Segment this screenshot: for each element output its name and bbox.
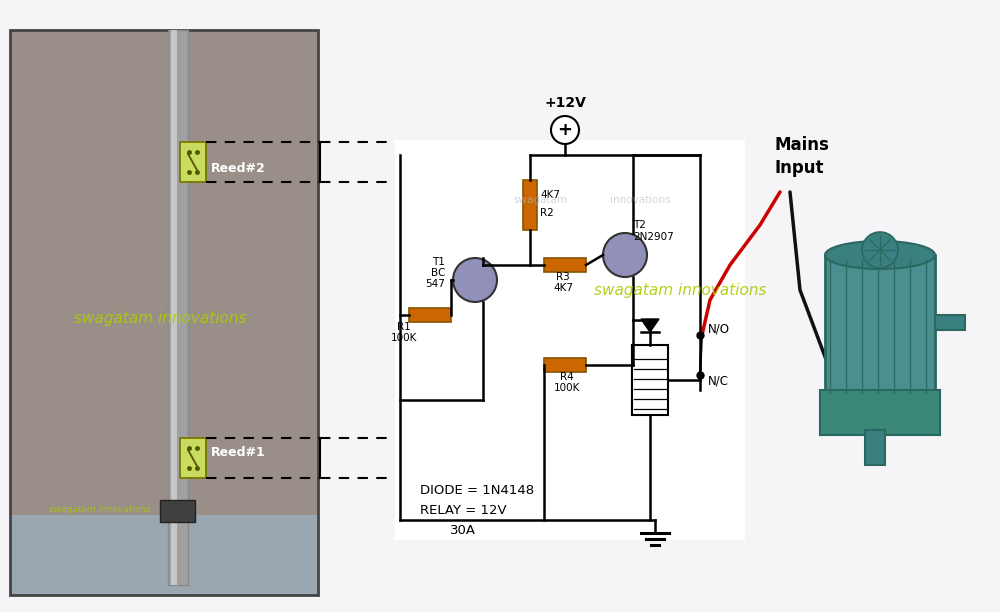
Text: Reed#1: Reed#1 bbox=[211, 446, 266, 458]
Bar bbox=[10, 30, 318, 595]
Text: +12V: +12V bbox=[544, 96, 586, 110]
Bar bbox=[632, 345, 668, 415]
Bar bbox=[544, 358, 586, 372]
Text: BC: BC bbox=[431, 268, 445, 278]
Text: 2N2907: 2N2907 bbox=[633, 232, 674, 242]
Text: N/C: N/C bbox=[708, 375, 729, 387]
Bar bbox=[168, 30, 188, 585]
Circle shape bbox=[862, 232, 898, 268]
Text: N/O: N/O bbox=[708, 323, 730, 335]
Text: innovations: innovations bbox=[610, 195, 670, 205]
Bar bbox=[409, 308, 451, 322]
Text: Mains: Mains bbox=[775, 136, 830, 154]
Text: 30A: 30A bbox=[450, 523, 476, 537]
Circle shape bbox=[551, 116, 579, 144]
Bar bbox=[10, 30, 318, 595]
Text: R3: R3 bbox=[556, 272, 570, 282]
Polygon shape bbox=[641, 319, 659, 332]
Bar bbox=[935, 315, 965, 330]
Bar bbox=[395, 140, 745, 540]
Bar bbox=[820, 390, 940, 435]
Bar bbox=[160, 500, 195, 522]
Circle shape bbox=[453, 258, 497, 302]
Text: 100K: 100K bbox=[391, 333, 417, 343]
Text: 100K: 100K bbox=[554, 383, 580, 393]
Text: swagatam innovations: swagatam innovations bbox=[594, 283, 766, 297]
Text: R2: R2 bbox=[540, 208, 554, 218]
Bar bbox=[180, 438, 206, 478]
Text: 4K7: 4K7 bbox=[540, 190, 560, 200]
Text: swagatam innovations: swagatam innovations bbox=[49, 506, 151, 515]
Bar bbox=[10, 515, 318, 595]
Ellipse shape bbox=[825, 241, 935, 269]
Text: +: + bbox=[558, 121, 572, 139]
Text: 547: 547 bbox=[425, 279, 445, 289]
Bar bbox=[825, 255, 935, 395]
Text: swagatam innovations: swagatam innovations bbox=[74, 310, 246, 326]
Bar bbox=[865, 430, 885, 465]
Text: 4K7: 4K7 bbox=[553, 283, 573, 293]
Bar bbox=[171, 30, 177, 585]
Text: T2: T2 bbox=[633, 220, 646, 230]
Text: Input: Input bbox=[775, 159, 824, 177]
Circle shape bbox=[603, 233, 647, 277]
Text: T1: T1 bbox=[432, 257, 445, 267]
Text: swagatam: swagatam bbox=[513, 195, 567, 205]
Bar bbox=[544, 258, 586, 272]
Text: R1: R1 bbox=[397, 322, 411, 332]
Bar bbox=[180, 142, 206, 182]
Text: Reed#2: Reed#2 bbox=[211, 162, 266, 174]
Text: R4: R4 bbox=[560, 372, 574, 382]
Text: DIODE = 1N4148: DIODE = 1N4148 bbox=[420, 483, 534, 496]
Text: RELAY = 12V: RELAY = 12V bbox=[420, 504, 507, 517]
Bar bbox=[523, 180, 537, 230]
